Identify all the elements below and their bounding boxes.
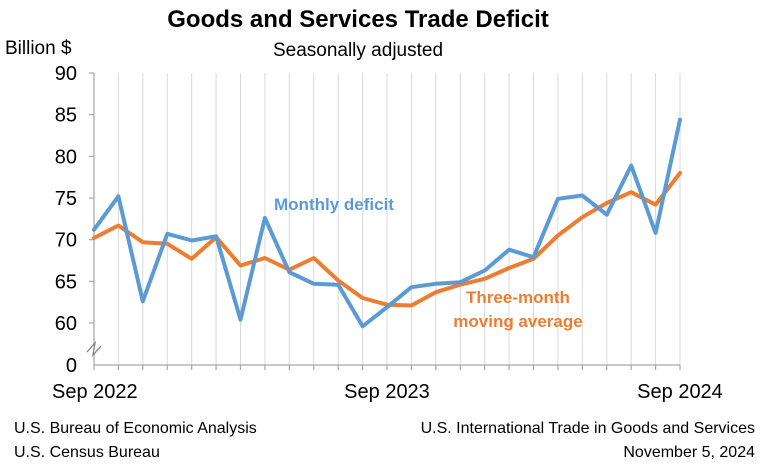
series-lines <box>92 117 682 329</box>
footer-release-date: November 5, 2024 <box>623 444 755 461</box>
y-tick-label: 60 <box>55 313 77 335</box>
moving-average-label-line1: Three-month <box>466 288 570 307</box>
chart-subtitle: Seasonally adjusted <box>273 40 443 61</box>
y-tick-label: 70 <box>55 230 77 252</box>
axis-break-mark <box>86 340 102 358</box>
chart-title: Goods and Services Trade Deficit <box>167 6 548 33</box>
moving-average-label-line2: moving average <box>453 312 582 331</box>
y-tick-label: 0 <box>66 355 77 377</box>
footer-source-census: U.S. Census Bureau <box>14 444 160 461</box>
x-tick-label: Sep 2022 <box>52 381 138 403</box>
series-line <box>92 117 682 329</box>
gridlines <box>117 73 681 365</box>
monthly-deficit-label: Monthly deficit <box>274 195 394 214</box>
x-tick-labels: Sep 2022 Sep 2023 Sep 2024 <box>52 381 723 403</box>
y-tick-label: 65 <box>55 271 77 293</box>
y-tick-labels: 0 60 65 70 75 80 85 90 <box>55 63 77 377</box>
y-tick-label: 90 <box>55 63 77 85</box>
x-tick-label: Sep 2024 <box>637 381 723 403</box>
y-tick-label: 80 <box>55 146 77 168</box>
y-tick-label: 85 <box>55 105 77 127</box>
y-tick-label: 75 <box>55 188 77 210</box>
y-axis-label: Billion $ <box>5 38 72 59</box>
footer-source-bea: U.S. Bureau of Economic Analysis <box>14 420 257 437</box>
footer-release-name: U.S. International Trade in Goods and Se… <box>421 420 755 437</box>
x-tick-label: Sep 2023 <box>344 381 430 403</box>
axes <box>86 72 681 370</box>
